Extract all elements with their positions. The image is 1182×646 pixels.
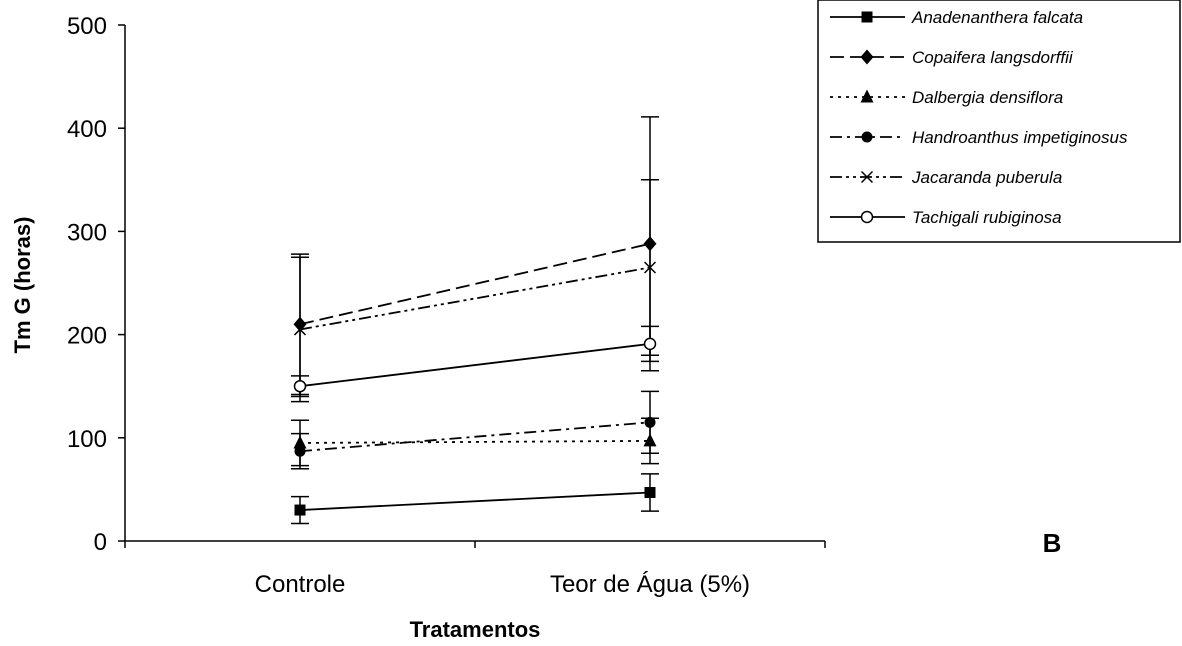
marker-diamond xyxy=(860,49,874,65)
marker-circle-open xyxy=(860,210,874,224)
marker-x-stroke xyxy=(293,323,307,336)
y-axis-title: Tm G (horas) xyxy=(10,217,35,354)
legend-label: Handroanthus impetiginosus xyxy=(912,128,1128,147)
series-jacaranda-puberula xyxy=(291,179,659,403)
marker-x xyxy=(293,323,307,336)
legend-item: Anadenanthera falcata xyxy=(830,8,1083,27)
legend-item: Handroanthus impetiginosus xyxy=(830,128,1128,147)
series-line xyxy=(299,342,651,388)
series-handroanthus-impetiginosus xyxy=(291,390,659,470)
series-line xyxy=(299,242,651,326)
marker-square xyxy=(644,486,656,498)
marker-circle-filled xyxy=(294,445,306,457)
legend-label: Anadenanthera falcata xyxy=(911,8,1083,27)
marker-triangle xyxy=(860,89,874,103)
legend: Anadenanthera falcata Copaifera langsdorf… xyxy=(817,0,1181,243)
y-tick-label: 0 xyxy=(94,529,107,556)
x-tick-label: Controle xyxy=(255,571,346,598)
legend-item: Tachigali rubiginosa xyxy=(830,208,1062,227)
series-line xyxy=(299,266,651,331)
legend-label: Dalbergia densiflora xyxy=(912,88,1063,107)
marker-square xyxy=(294,504,306,516)
panel-label: B xyxy=(1043,528,1062,558)
marker-x-stroke xyxy=(643,261,657,274)
marker-x xyxy=(860,170,874,184)
marker-x-stroke xyxy=(860,170,874,184)
y-tick-label: 200 xyxy=(67,323,107,350)
marker-square xyxy=(861,11,873,23)
marker-circle-open xyxy=(293,379,307,393)
legend-label: Jacaranda puberula xyxy=(911,168,1062,187)
legend-label: Copaifera langsdorffii xyxy=(912,48,1074,67)
x-axis: Controle Teor de Água (5%) xyxy=(124,540,826,598)
y-tick-label: 300 xyxy=(67,219,107,246)
plot-area xyxy=(291,116,659,525)
legend-item: Copaifera langsdorffii xyxy=(830,48,1074,67)
x-tick-label: Teor de Água (5%) xyxy=(550,571,750,598)
series-line xyxy=(299,491,651,511)
y-tick-label: 400 xyxy=(67,116,107,143)
legend-label: Tachigali rubiginosa xyxy=(912,208,1062,227)
marker-circle-open xyxy=(643,337,657,351)
series-line xyxy=(299,439,651,444)
marker-circle-filled xyxy=(644,416,656,428)
series-anadenanthera-falcata xyxy=(291,473,659,525)
series-tachigali-rubiginosa xyxy=(291,325,659,398)
y-axis: 0 100 200 300 400 500 xyxy=(67,13,126,556)
series-copaifera-langsdorffii xyxy=(291,116,659,396)
legend-box xyxy=(817,0,1181,243)
series-line xyxy=(299,421,651,453)
marker-x xyxy=(643,261,657,274)
y-tick-label: 500 xyxy=(67,13,107,40)
legend-item: Dalbergia densiflora xyxy=(830,88,1063,107)
legend-item: Jacaranda puberula xyxy=(830,168,1062,187)
x-axis-title: Tratamentos xyxy=(410,617,541,642)
y-tick-label: 100 xyxy=(67,426,107,453)
marker-circle-filled xyxy=(861,131,873,143)
